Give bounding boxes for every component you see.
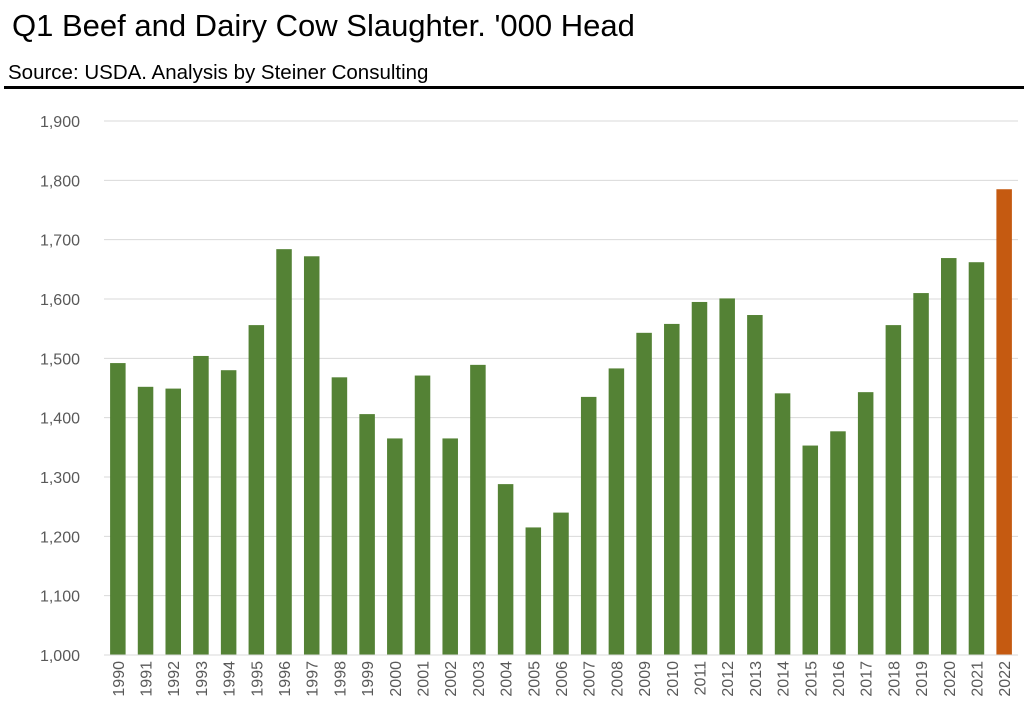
bar-2019 [913, 293, 929, 655]
y-tick-label: 1,600 [40, 292, 80, 309]
y-tick-label: 1,300 [40, 470, 80, 487]
y-tick-label: 1,100 [40, 589, 80, 606]
x-tick-label: 2002 [443, 661, 460, 697]
x-tick-label: 2021 [969, 661, 986, 697]
bar-2013 [747, 315, 763, 655]
x-tick-label: 2003 [471, 661, 488, 697]
bar-2017 [857, 392, 874, 655]
x-tick-label: 2006 [554, 661, 571, 697]
x-tick-label: 2013 [748, 661, 765, 697]
bar-2005 [525, 527, 542, 655]
y-tick-label: 1,200 [40, 529, 80, 546]
bar-2011 [691, 301, 708, 655]
y-axis-ticks: 1,000 1,100 1,200 1,300 1,400 1,500 1,600 1,700… [40, 114, 80, 665]
x-tick-label: 1993 [194, 661, 211, 697]
header-divider [4, 86, 1024, 89]
x-tick-label: 2015 [803, 661, 820, 697]
bars [110, 189, 1012, 655]
x-tick-label: 2016 [831, 661, 848, 697]
bar-2014 [774, 393, 791, 655]
bar-2015 [802, 445, 819, 655]
x-tick-label: 2020 [942, 661, 959, 697]
chart-subtitle: Source: USDA. Analysis by Steiner Consul… [8, 61, 429, 84]
y-tick-label: 1,000 [40, 648, 80, 665]
y-tick-label: 1,400 [40, 411, 80, 428]
x-tick-label: 2007 [582, 661, 599, 697]
y-tick-label: 1,500 [40, 351, 80, 368]
bar-1991 [137, 386, 154, 655]
bar-2012 [719, 298, 735, 655]
bar-2006 [553, 512, 569, 655]
bar-1990 [110, 363, 126, 655]
bar-2016 [830, 431, 846, 655]
x-tick-label: 2009 [637, 661, 654, 697]
bar-1994 [220, 370, 237, 655]
bar-2000 [387, 438, 403, 655]
y-tick-label: 1,700 [40, 233, 80, 250]
x-tick-label: 1999 [360, 661, 377, 697]
bar-2018 [885, 325, 902, 655]
bar-2008 [608, 368, 625, 655]
x-tick-label: 1997 [305, 661, 322, 697]
bar-1998 [331, 377, 348, 655]
x-tick-label: 2005 [526, 661, 543, 697]
x-tick-label: 2010 [665, 661, 682, 697]
x-tick-label: 2012 [720, 661, 737, 697]
x-tick-label: 2014 [776, 661, 793, 697]
x-tick-label: 1994 [222, 661, 239, 697]
bar-2022 [996, 189, 1012, 655]
bar-2021 [968, 262, 985, 655]
x-tick-label: 2004 [499, 661, 516, 697]
x-tick-label: 1992 [166, 661, 183, 697]
chart-title: Q1 Beef and Dairy Cow Slaughter. '000 He… [12, 8, 635, 43]
x-tick-label: 2022 [997, 661, 1014, 697]
bar-2020 [941, 258, 957, 655]
bar-2010 [664, 323, 680, 655]
bar-1995 [248, 325, 265, 655]
bar-1999 [359, 414, 375, 655]
x-tick-label: 2018 [886, 661, 903, 697]
x-tick-label: 1995 [249, 661, 266, 697]
x-tick-label: 1998 [332, 661, 349, 697]
bar-1993 [193, 355, 209, 655]
x-tick-label: 2008 [609, 661, 626, 697]
x-tick-label: 1991 [139, 661, 156, 697]
bar-2009 [636, 332, 652, 655]
bar-2002 [442, 438, 458, 655]
x-tick-label: 2011 [692, 661, 709, 696]
x-tick-label: 1996 [277, 661, 294, 697]
x-axis-ticks: 1990 1991 1992 1993 1994 1995 1996 1997 1998 1999… [111, 661, 1014, 697]
x-tick-label: 2000 [388, 661, 405, 697]
x-tick-label: 2017 [859, 661, 876, 697]
x-tick-label: 1990 [111, 661, 128, 697]
bar-2003 [470, 364, 486, 655]
bar-1997 [303, 256, 320, 655]
bar-1996 [276, 249, 292, 655]
x-tick-label: 2001 [416, 661, 433, 697]
y-tick-label: 1,800 [40, 173, 80, 190]
bar-1992 [165, 388, 181, 655]
bar-2004 [497, 484, 514, 655]
bar-2007 [580, 396, 597, 655]
bar-2001 [414, 375, 431, 655]
x-tick-label: 2019 [914, 661, 931, 697]
y-tick-label: 1,900 [40, 114, 80, 131]
